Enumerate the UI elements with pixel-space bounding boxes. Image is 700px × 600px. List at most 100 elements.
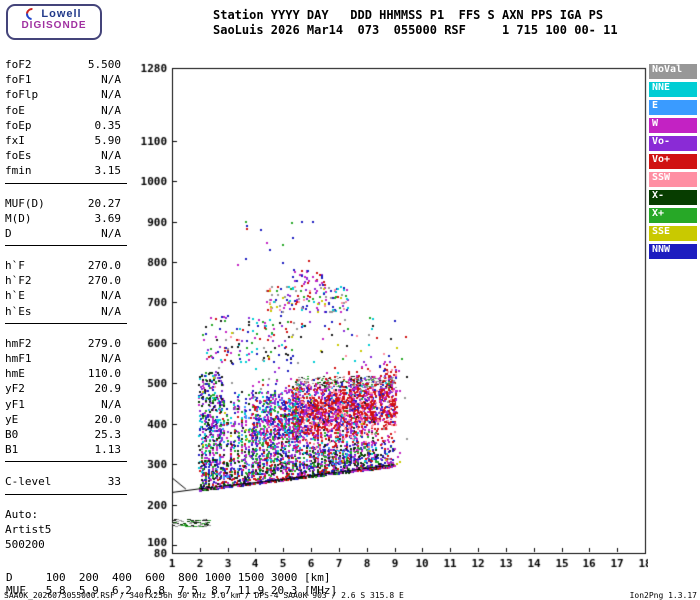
param-row-h-e: h`E N/A	[5, 288, 121, 303]
param-label: h`F2	[5, 274, 32, 288]
param-label: foE	[5, 103, 25, 117]
param-row-fxi: fxI 5.90	[5, 133, 121, 148]
param-row-h-es: h`Es N/A	[5, 304, 121, 319]
legend-item-nne: NNE	[649, 82, 697, 97]
param-label: Artist5	[5, 522, 52, 536]
param-label: foFlp	[5, 88, 39, 102]
param-value: 270.0	[87, 274, 121, 288]
param-value: 5.500	[87, 58, 121, 71]
param-label: B1	[5, 443, 19, 457]
param-value: 33	[107, 475, 121, 489]
param-row-yf2: yF2 20.9	[5, 381, 121, 396]
ionogram-plot	[128, 62, 648, 576]
legend-item-noval: NoVal	[649, 64, 697, 79]
param-row-fmin: fmin 3.15	[5, 163, 121, 178]
dmuf-row-d: D 100 200 400 600 800 1000 1500 3000 [km…	[6, 571, 331, 584]
param-row-h-f: h`F 270.0	[5, 258, 121, 273]
param-value: 20.9	[94, 382, 122, 396]
footer-file-info: SAA0K_2026073055000.RSF / 340fx256h 50 k…	[4, 591, 404, 600]
param-value: N/A	[101, 149, 121, 163]
param-label: hmE	[5, 367, 25, 381]
param-label: h`Es	[5, 304, 32, 318]
lowell-digisonde-logo: Lowell DIGISONDE	[6, 4, 102, 40]
legend-item-xplus: X+	[649, 208, 697, 223]
echo-direction-legend: NoVal NNE E W Vo- Vo+ SSW X- X+ SSE NNW	[649, 64, 697, 262]
param-value: 279.0	[87, 336, 121, 350]
param-row-auto: Auto:	[5, 507, 121, 522]
param-row-b0: B0 25.3	[5, 427, 121, 442]
param-label: yF2	[5, 382, 25, 396]
param-value: N/A	[101, 289, 121, 303]
station-header: Station YYYY DAY DDD HHMMSS P1 FFS S AXN…	[213, 8, 618, 38]
footer-program-version: Ion2Png 1.3.17	[629, 591, 697, 600]
param-label: foEp	[5, 118, 32, 132]
legend-item-nnw: NNW	[649, 244, 697, 259]
footer-bar: SAA0K_2026073055000.RSF / 340fx256h 50 k…	[4, 591, 697, 600]
param-value: N/A	[101, 226, 121, 240]
param-row-m-d: M(D) 3.69	[5, 211, 121, 226]
header-columns-line: Station YYYY DAY DDD HHMMSS P1 FFS S AXN…	[213, 8, 604, 22]
legend-item-x: X-	[649, 190, 697, 205]
param-row-h-f2: h`F2 270.0	[5, 273, 121, 288]
separator-line	[5, 461, 127, 463]
param-label: h`F	[5, 259, 25, 273]
param-label: D	[5, 226, 12, 240]
param-row-500200: 500200	[5, 537, 121, 552]
param-value: 25.3	[94, 427, 122, 441]
separator-line	[5, 493, 127, 495]
param-label: B0	[5, 427, 19, 441]
param-value: 0.35	[94, 118, 122, 132]
param-label: foF1	[5, 73, 32, 87]
logo-digisonde-text: DIGISONDE	[21, 20, 87, 32]
param-label: 500200	[5, 537, 45, 551]
param-row-fof1: foF1 N/A	[5, 72, 121, 87]
param-row-d: D N/A	[5, 226, 121, 241]
logo-lowell-text: Lowell	[41, 8, 82, 20]
param-label: h`E	[5, 289, 25, 303]
dmuf-table: D 100 200 400 600 800 1000 1500 3000 [km…	[6, 571, 337, 597]
param-label: yE	[5, 412, 19, 426]
param-label: hmF1	[5, 352, 32, 365]
param-value: 5.90	[94, 133, 122, 147]
dmuf-row-muf: MUF 5.8 5.9 6.2 6.8 7.5 8.7 11.9 20.3 [M…	[6, 584, 338, 597]
param-row-foflp: foFlp N/A	[5, 87, 121, 102]
param-label: foF2	[5, 58, 32, 71]
param-row-foe: foE N/A	[5, 103, 121, 118]
param-value: 110.0	[87, 367, 121, 381]
param-row-foes: foEs N/A	[5, 148, 121, 163]
param-label: fmin	[5, 164, 32, 178]
param-value: 20.27	[87, 196, 121, 210]
param-value: N/A	[101, 397, 121, 411]
legend-item-ssw: SSW	[649, 172, 697, 187]
header-values-line: SaoLuis 2026 Mar14 073 055000 RSF 1 715 …	[213, 23, 618, 37]
param-row-b1: B1 1.13	[5, 442, 121, 457]
legend-item-voplus: Vo+	[649, 154, 697, 169]
param-row-hme: hmE 110.0	[5, 366, 121, 381]
param-value: N/A	[101, 88, 121, 102]
param-value: 20.0	[94, 412, 122, 426]
param-row-yf1: yF1 N/A	[5, 397, 121, 412]
param-row-ye: yE 20.0	[5, 412, 121, 427]
param-row-c-level: C-level 33	[5, 474, 121, 489]
legend-item-w: W	[649, 118, 697, 133]
param-label: MUF(D)	[5, 196, 45, 210]
param-label: M(D)	[5, 211, 32, 225]
param-label: C-level	[5, 475, 52, 489]
param-label: Auto:	[5, 507, 39, 521]
separator-line	[5, 245, 127, 247]
legend-item-e: E	[649, 100, 697, 115]
param-row-hmf2: hmF2 279.0	[5, 336, 121, 351]
legend-item-sse: SSE	[649, 226, 697, 241]
param-value: 1.13	[94, 443, 122, 457]
logo-lowell-line: Lowell	[8, 5, 100, 23]
param-row-hmf1: hmF1 N/A	[5, 351, 121, 366]
param-row-fof2: foF2 5.500	[5, 57, 121, 72]
param-value: 270.0	[87, 259, 121, 273]
param-label: hmF2	[5, 336, 32, 350]
param-value: 3.15	[94, 164, 122, 178]
param-row-muf-d: MUF(D) 20.27	[5, 196, 121, 211]
separator-line	[5, 322, 127, 324]
param-value: N/A	[101, 304, 121, 318]
param-label: foEs	[5, 149, 32, 163]
